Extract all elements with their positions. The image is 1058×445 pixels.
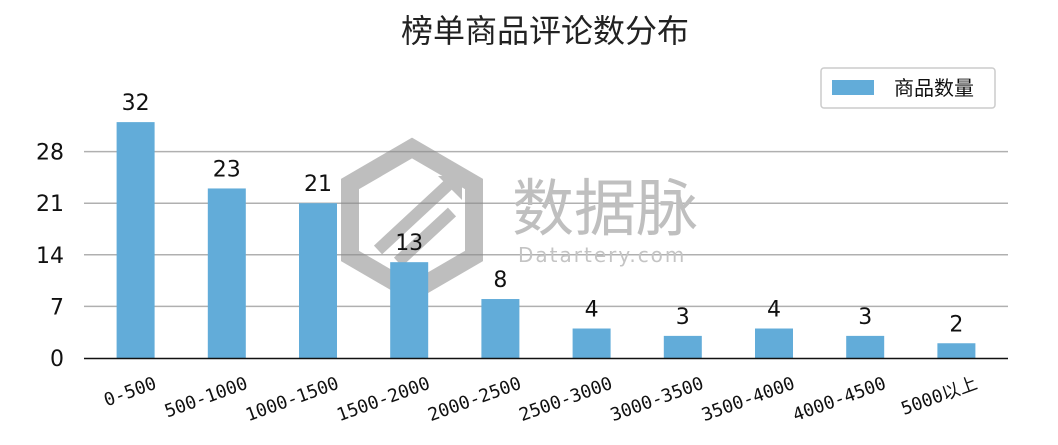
- legend-box: [820, 67, 996, 109]
- bars: [116, 122, 976, 358]
- x-tick-label: 3000-3500: [608, 373, 707, 426]
- data-label: 3: [858, 305, 872, 330]
- data-label: 23: [213, 157, 241, 182]
- bar: [755, 328, 793, 358]
- data-label: 4: [767, 298, 781, 323]
- watermark-url: Datartery.com: [518, 243, 686, 267]
- x-tick-label: 1000-1500: [243, 373, 342, 426]
- y-tick-label: 0: [50, 347, 64, 372]
- x-tick-label: 4000-4500: [790, 373, 889, 426]
- y-tick-label: 21: [36, 192, 64, 217]
- bar: [299, 203, 337, 358]
- data-label: 13: [395, 231, 423, 256]
- x-tick-label: 2000-2500: [425, 373, 524, 426]
- chart-title: 榜单商品评论数分布: [401, 12, 689, 50]
- x-tick-label: 2500-3000: [516, 373, 615, 426]
- bar: [116, 122, 155, 358]
- legend: 商品数量: [820, 67, 996, 109]
- bar: [207, 188, 246, 358]
- x-tick-labels: 0-500 500-10001000-15001500-20002000-2500…: [101, 373, 980, 426]
- y-tick-label: 14: [36, 244, 64, 269]
- data-label: 4: [585, 298, 599, 323]
- data-label: 8: [493, 268, 507, 293]
- legend-label: 商品数量: [894, 76, 974, 100]
- x-tick-label: 1500-2000: [334, 373, 433, 426]
- y-tick-label: 28: [36, 141, 64, 166]
- bar: [663, 335, 702, 358]
- y-tick-labels: 0 7 14 21 28: [36, 141, 64, 372]
- data-label: 3: [676, 305, 690, 330]
- bar: [572, 328, 611, 358]
- watermark-name: 数据脉: [512, 172, 698, 245]
- bar: [481, 299, 520, 358]
- legend-swatch: [832, 80, 874, 95]
- x-tick-label: 5000以上: [898, 373, 980, 420]
- x-tick-label: 3500-4000: [699, 373, 798, 426]
- y-tick-label: 7: [50, 295, 64, 320]
- x-tick-label: 0-500: [101, 373, 159, 411]
- bar: [846, 335, 885, 358]
- data-label: 32: [122, 91, 150, 116]
- data-label: 21: [304, 172, 332, 197]
- x-tick-label: 500-1000: [162, 373, 251, 422]
- bar: [937, 343, 976, 358]
- data-label: 2: [949, 312, 963, 337]
- bar: [390, 262, 429, 358]
